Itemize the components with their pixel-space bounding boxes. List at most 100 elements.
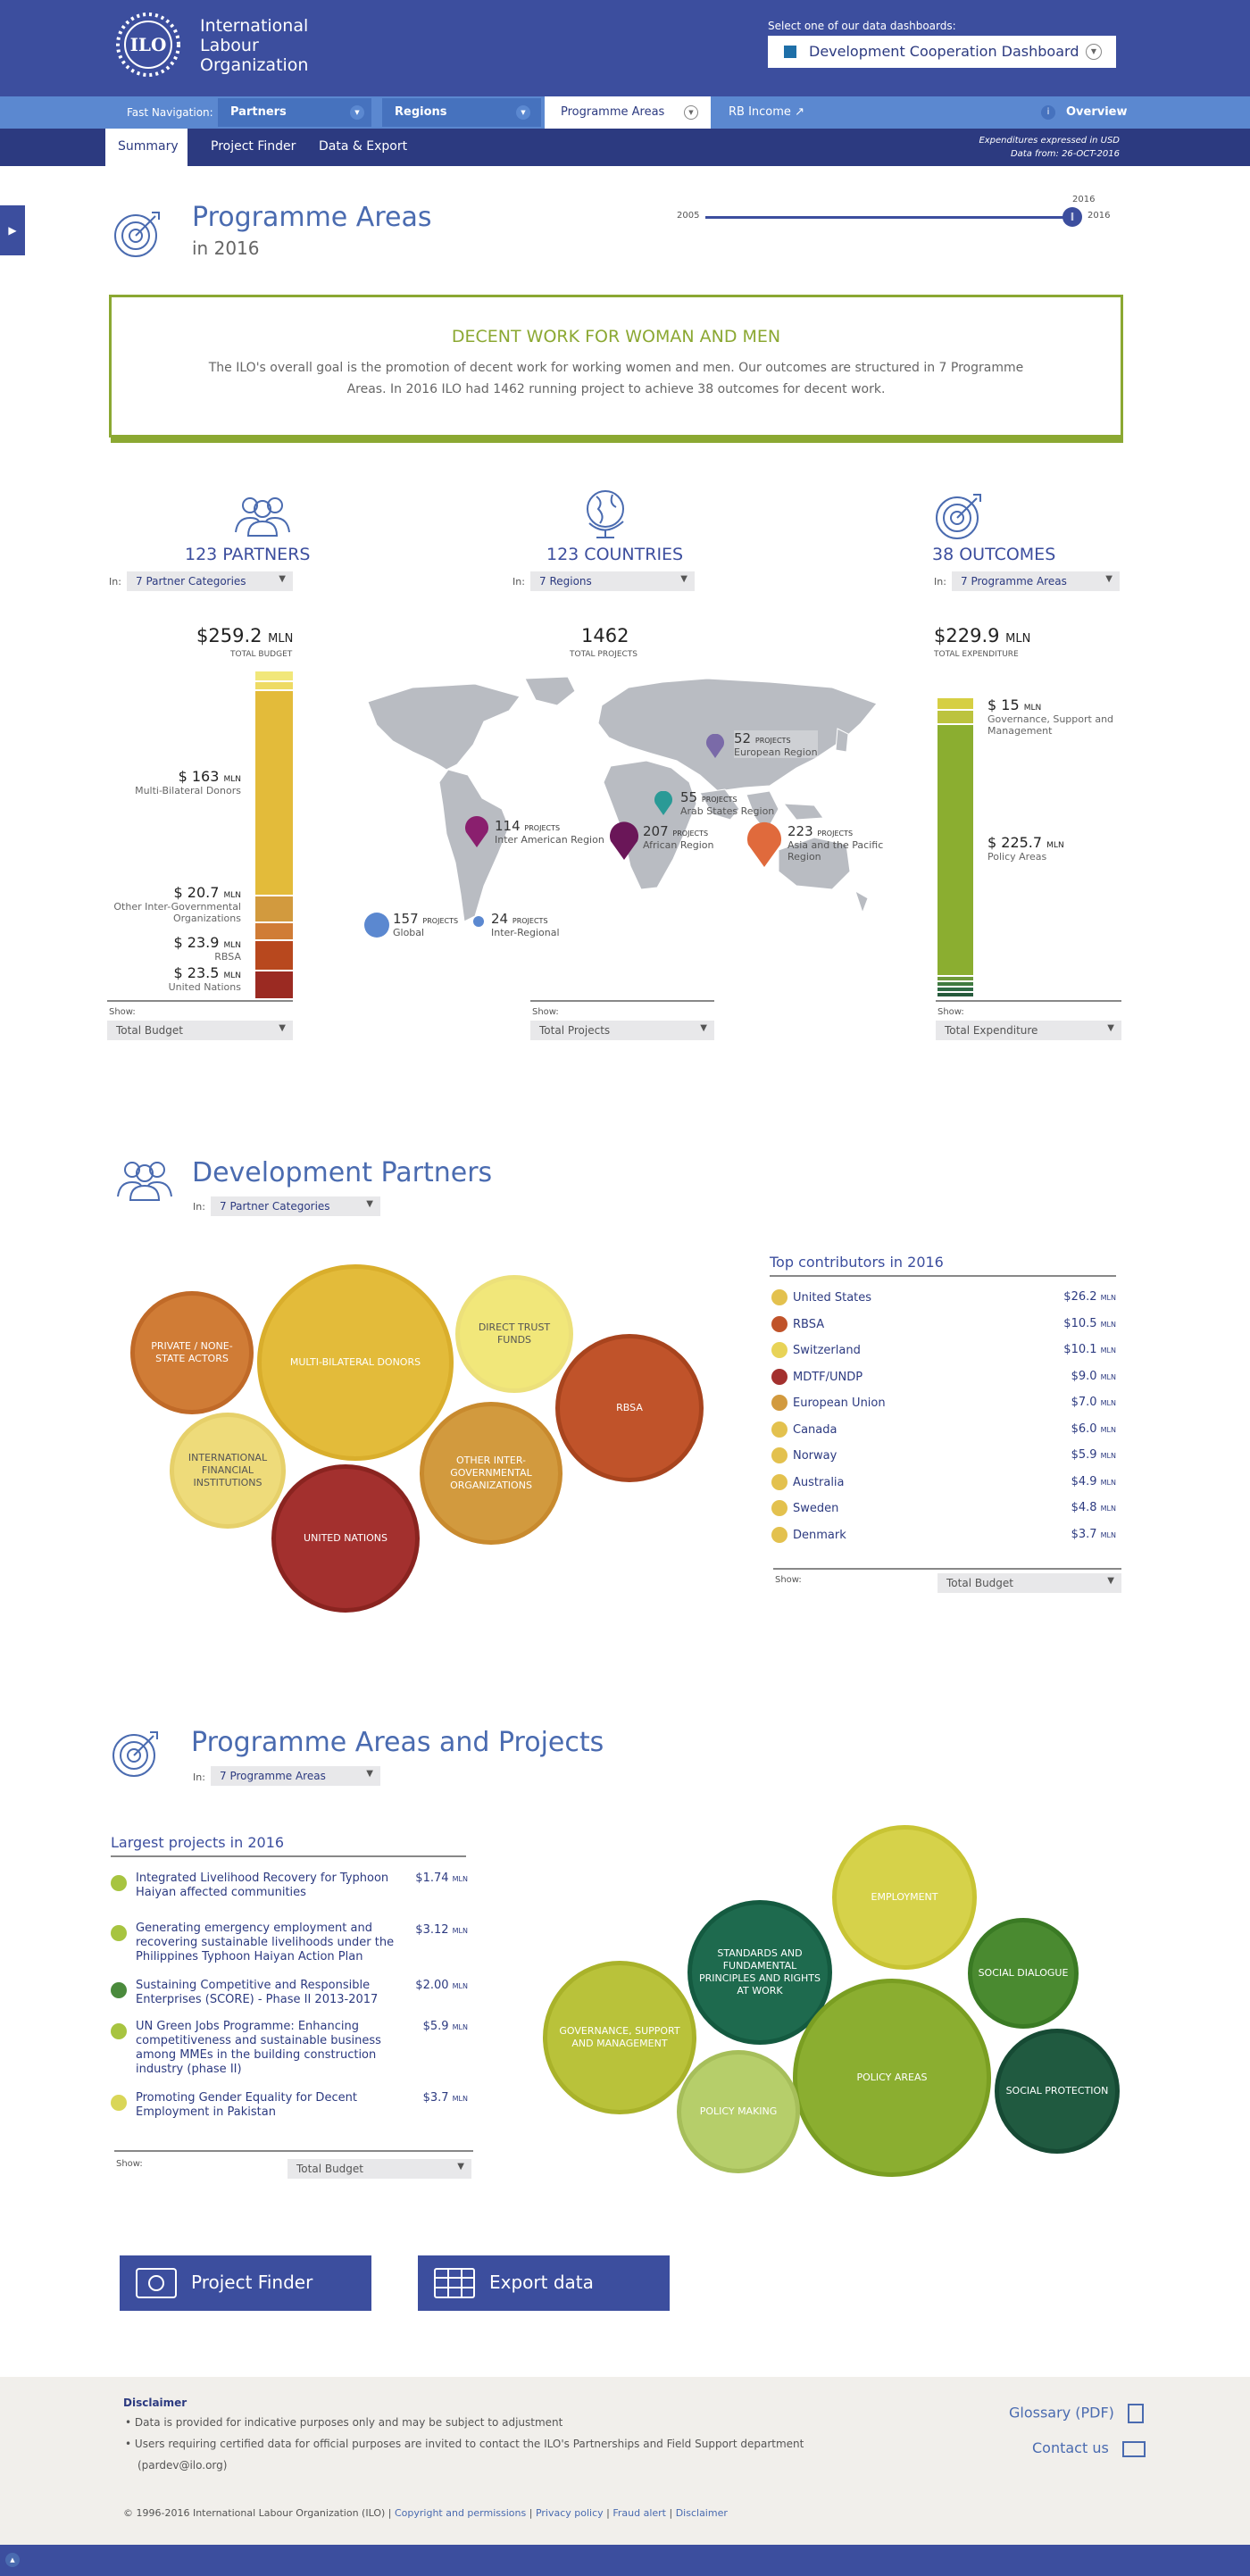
bubble-ifi[interactable]: International Financial Institutions	[170, 1413, 286, 1529]
project-finder-button[interactable]: Project Finder	[120, 2255, 371, 2311]
outcomes-show-select[interactable]: Total Expenditure ▼	[936, 1021, 1121, 1040]
partners-category-select[interactable]: 7 Partner Categories ▼	[127, 571, 293, 591]
bar-segment-small[interactable]	[938, 988, 973, 991]
overview-link[interactable]: Overview	[1066, 105, 1128, 119]
list-item[interactable]: Promoting Gender Equality for Decent Emp…	[111, 2091, 468, 2127]
footer-link[interactable]: Disclaimer	[675, 2507, 728, 2519]
list-item[interactable]: Australia $4.9 MLN	[770, 1473, 1118, 1501]
bubble-multi-bilateral[interactable]: Multi-Bilateral Donors	[257, 1264, 454, 1461]
bubble-rbsa[interactable]: RBSA	[555, 1334, 704, 1482]
bar-segment-ifi[interactable]	[255, 682, 293, 689]
list-item[interactable]: Sustaining Competitive and Responsible E…	[111, 1979, 468, 2020]
bubble-united-nations[interactable]: United Nations	[271, 1464, 420, 1613]
slider-handle[interactable]: ‖	[1062, 207, 1082, 227]
list-item[interactable]: United States $26.2 MLN	[770, 1289, 1118, 1316]
dev-partners-show-select[interactable]: Total Budget ▼	[938, 1573, 1121, 1593]
prog-projects-select[interactable]: 7 Programme Areas ▼	[211, 1766, 380, 1786]
bar-segment-other-igo[interactable]	[255, 896, 293, 921]
outcomes-stacked-bar[interactable]	[938, 698, 973, 996]
list-item[interactable]: Integrated Livelihood Recovery for Typho…	[111, 1872, 468, 1922]
map-pin-african[interactable]	[609, 821, 639, 864]
list-item[interactable]: MDTF/UNDP $9.0 MLN	[770, 1368, 1118, 1396]
bubble-label: International Financial Institutions	[188, 1452, 268, 1488]
year-slider[interactable]: 2016 2005 ‖ 2016	[673, 188, 1120, 232]
bar-segment-direct-trust[interactable]	[255, 671, 293, 680]
bar-segment-governance[interactable]	[938, 698, 973, 709]
tab-summary[interactable]: Summary	[105, 129, 188, 166]
bubble-policy-areas[interactable]: Policy Areas	[793, 1979, 991, 2177]
tab-data-export[interactable]: Data & Export	[319, 139, 408, 154]
fast-nav-partners[interactable]: Partners ▼	[218, 98, 371, 127]
regions-select[interactable]: 7 Regions ▼	[530, 571, 695, 591]
bubble-social-dialogue[interactable]: Social Dialogue	[968, 1918, 1079, 2029]
tab-project-finder[interactable]: Project Finder	[211, 139, 296, 154]
bar-segment-private[interactable]	[255, 923, 293, 939]
list-item[interactable]: European Union $7.0 MLN	[770, 1395, 1118, 1421]
bar-segment-small[interactable]	[938, 977, 973, 980]
bubble-direct-trust-funds[interactable]: Direct Trust Funds	[455, 1275, 573, 1393]
bubble-other-igo[interactable]: Other Inter-Governmental Organizations	[420, 1402, 562, 1545]
world-map[interactable]: 52 PROJECTS European Region 55 PROJECTS Ar…	[350, 675, 886, 961]
bubble-governance[interactable]: Governance, Support and Management	[543, 1961, 696, 2114]
footer-link[interactable]: Privacy policy	[535, 2507, 604, 2519]
bubble-policy-making[interactable]: Policy Making	[677, 2050, 800, 2173]
map-pin-european[interactable]	[705, 733, 725, 763]
export-data-button[interactable]: Export data	[418, 2255, 670, 2311]
list-item[interactable]: Canada $6.0 MLN	[770, 1421, 1118, 1448]
contributor-amount: $5.9	[1071, 1448, 1097, 1462]
contact-email-link[interactable]: (pardev@ilo.org)	[138, 2459, 228, 2472]
partners-show-select[interactable]: Total Budget ▼	[107, 1021, 293, 1040]
glossary-link[interactable]: Glossary (PDF)	[1009, 2404, 1144, 2423]
list-item[interactable]: Norway $5.9 MLN	[770, 1447, 1118, 1474]
outcomes-programme-select[interactable]: 7 Programme Areas ▼	[952, 571, 1120, 591]
map-pin-arab-states[interactable]	[654, 790, 673, 820]
contact-link[interactable]: Contact us	[1032, 2439, 1146, 2457]
bubble-social-protection[interactable]: Social Protection	[995, 2029, 1120, 2154]
bubble-employment[interactable]: Employment	[832, 1825, 977, 1970]
fast-nav-regions[interactable]: Regions ▼	[382, 98, 541, 127]
list-item[interactable]: Denmark $3.7 MLN	[770, 1526, 1118, 1554]
region-label: Inter-Regional	[491, 927, 560, 938]
show-label: Show:	[938, 1007, 964, 1017]
dev-partners-select[interactable]: 7 Partner Categories ▼	[211, 1196, 380, 1216]
bar-segment-policy-areas[interactable]	[938, 725, 973, 975]
bar-segment-small[interactable]	[938, 982, 973, 986]
map-bubble-global	[364, 913, 389, 938]
bar-segment-multi-bilateral[interactable]	[255, 691, 293, 895]
list-item[interactable]: Sweden $4.8 MLN	[770, 1500, 1118, 1527]
ilo-logo[interactable]: ILO	[107, 11, 189, 79]
list-item[interactable]: Generating emergency employment and reco…	[111, 1922, 468, 1979]
list-item[interactable]: UN Green Jobs Programme: Enhancing compe…	[111, 2020, 468, 2091]
map-pin-inter-american[interactable]	[464, 816, 489, 852]
footer-link[interactable]: Copyright and permissions	[394, 2507, 527, 2519]
back-to-top-icon[interactable]: ▲	[5, 2553, 20, 2567]
bar-label-governance: $ 15 MLN Governance, Support and Manageme…	[988, 696, 1121, 834]
bar-segment-small[interactable]	[938, 993, 973, 996]
fast-nav-programme-areas[interactable]: Programme Areas ▼	[545, 96, 711, 129]
map-label-arab-states: 55 PROJECTS Arab States Region	[680, 789, 774, 817]
bar-segment-rbsa[interactable]	[255, 941, 293, 970]
bubble-private-actors[interactable]: Private / None-State Actors	[130, 1291, 254, 1414]
side-panel-toggle[interactable]: ▶	[0, 205, 25, 255]
contributor-value: $7.0 MLN	[1071, 1396, 1116, 1409]
partners-stacked-bar[interactable]	[255, 671, 293, 998]
slider-track[interactable]	[705, 216, 1068, 219]
divider	[773, 1568, 1121, 1570]
info-icon[interactable]: i	[1041, 105, 1055, 120]
region-value: 157	[393, 911, 419, 927]
prog-projects-show-select[interactable]: Total Budget ▼	[288, 2159, 471, 2179]
contributor-name: Switzerland	[793, 1344, 861, 1357]
bar-segment-united-nations[interactable]	[255, 971, 293, 998]
dashboard-select[interactable]: Development Cooperation Dashboard ▼	[768, 36, 1116, 68]
list-item[interactable]: RBSA $10.5 MLN	[770, 1315, 1118, 1343]
bubble-label: Direct Trust Funds	[478, 1321, 551, 1346]
in-label: In:	[512, 576, 525, 588]
bubble-standards[interactable]: Standards and Fundamental Principles and…	[688, 1900, 832, 2045]
footer-link[interactable]: Fraud alert	[612, 2507, 666, 2519]
fast-nav-rb-income[interactable]: RB Income ↗	[729, 105, 804, 119]
map-pin-asia-pacific[interactable]	[746, 821, 782, 871]
show-label: Show:	[116, 2159, 143, 2169]
countries-show-select[interactable]: Total Projects ▼	[530, 1021, 714, 1040]
bar-segment-governance-2[interactable]	[938, 711, 973, 723]
list-item[interactable]: Switzerland $10.1 MLN	[770, 1342, 1118, 1369]
